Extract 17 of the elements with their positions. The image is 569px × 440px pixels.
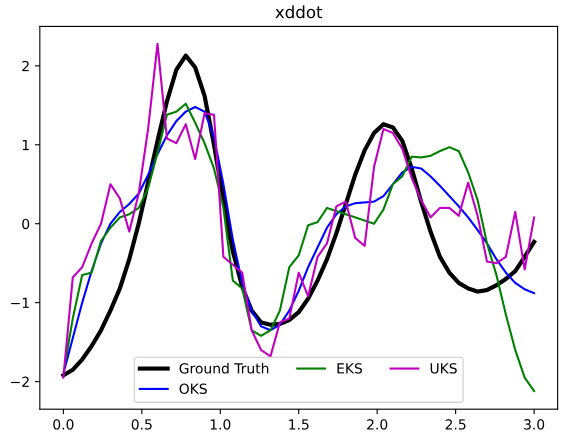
x-tick-label: 0.5 [132,419,152,430]
x-tick-label: 3.0 [524,419,544,430]
x-tick-label: 0.0 [53,419,74,430]
x-tick-label: 1.0 [210,419,230,430]
y-tick-label: −2 [11,376,29,387]
legend-label: Ground Truth [180,362,268,374]
legend-label: UKS [430,363,457,374]
x-tick-label: 2.5 [446,419,466,430]
y-tick-label: 1 [22,140,29,150]
x-tick-label: 1.5 [289,419,309,430]
legend-label: EKS [337,363,362,374]
y-tick-label: 0 [22,218,30,230]
y-tick-label: 2 [22,60,29,72]
y-tick-label: −1 [11,298,29,308]
legend-label: OKS [180,384,207,394]
x-tick-label: 2.0 [367,419,388,430]
chart-title: xddot [275,5,322,18]
